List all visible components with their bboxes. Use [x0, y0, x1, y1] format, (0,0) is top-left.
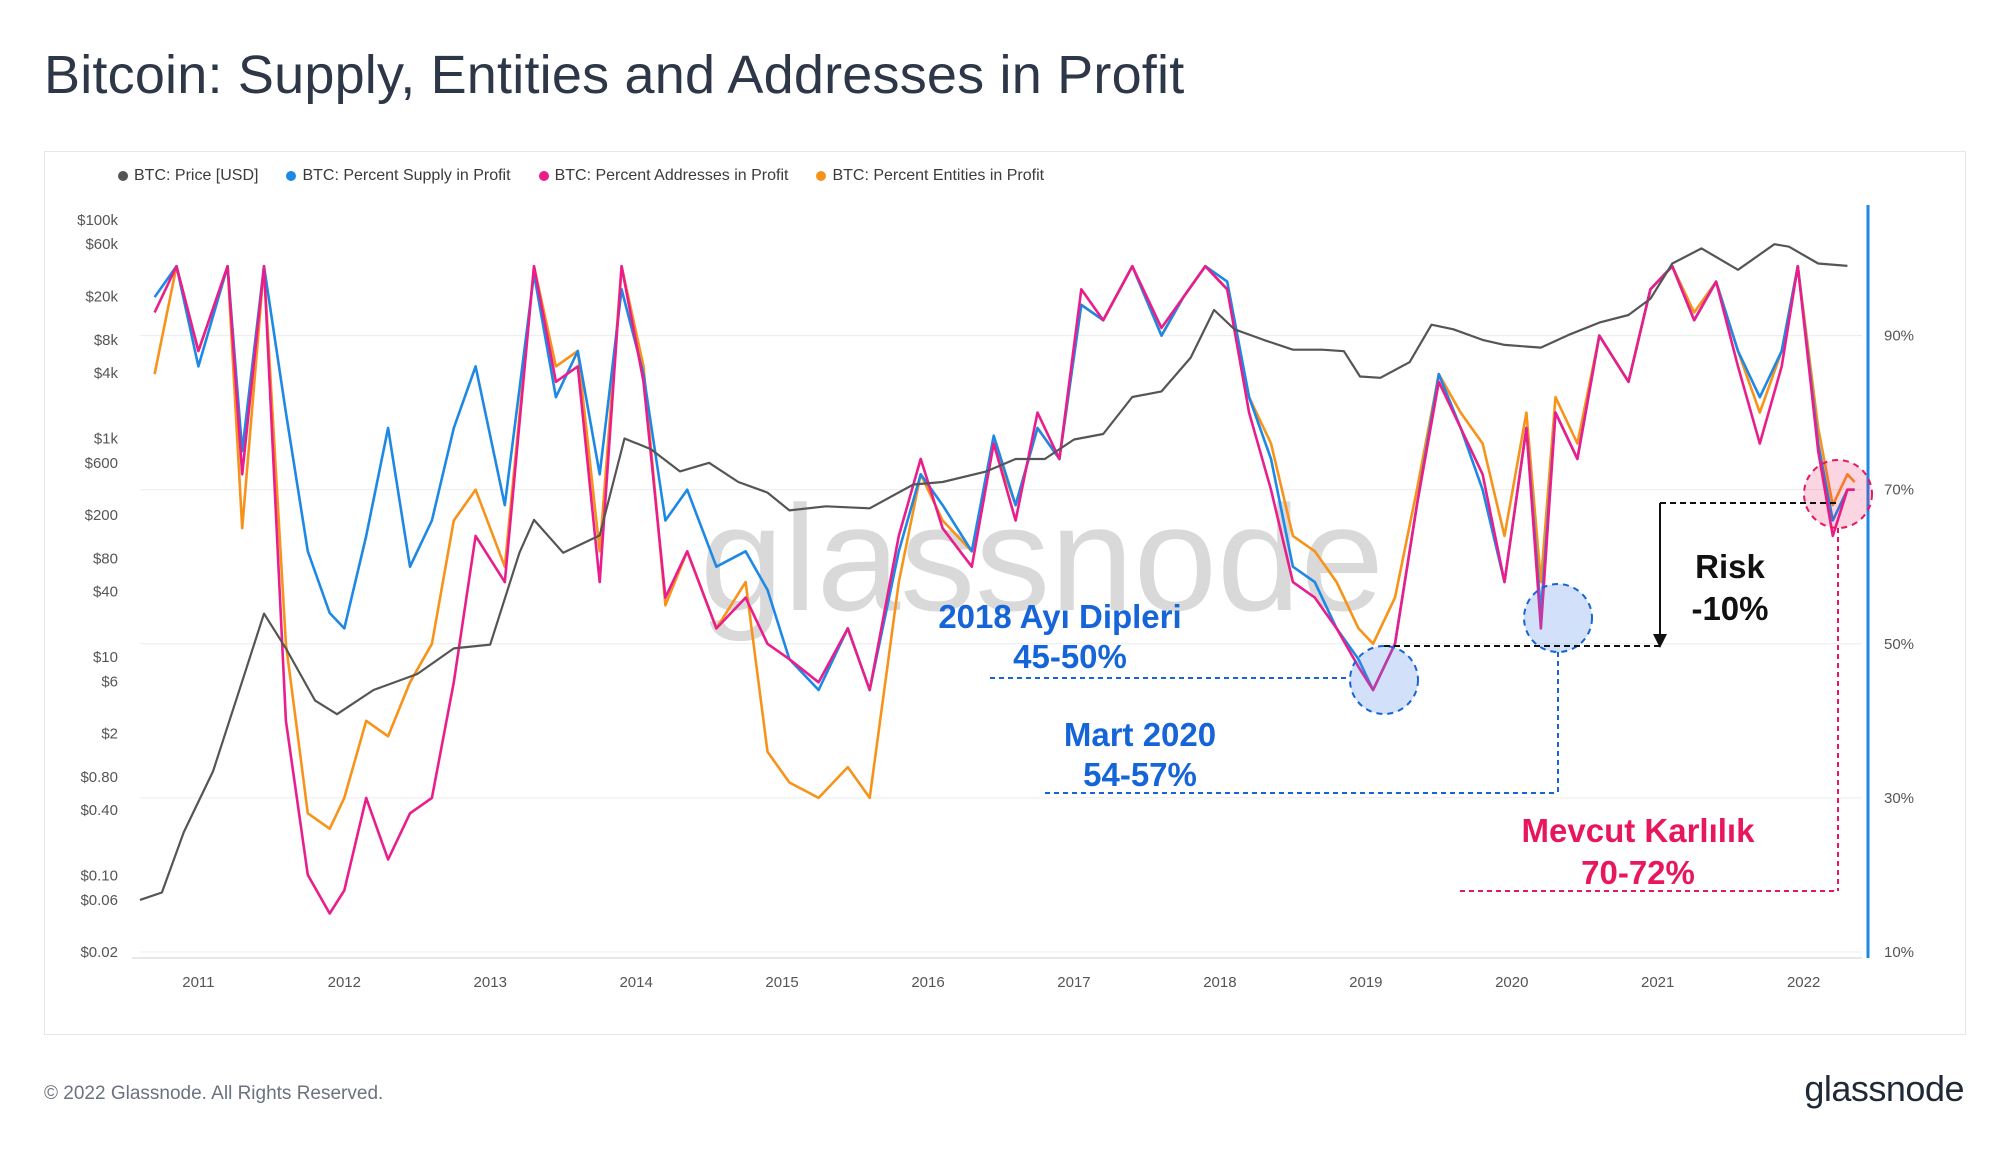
x-tick-label: 2015	[765, 974, 798, 991]
series-line-btc-price-usd-	[139, 243, 1848, 901]
x-tick-label: 2013	[474, 974, 507, 991]
bear-2018-highlight	[1349, 645, 1419, 715]
y-right-tick-label: 90%	[1884, 328, 1914, 345]
x-tick-label: 2021	[1641, 974, 1674, 991]
bear-2018-value: 45-50%	[1013, 638, 1127, 675]
legend-dot-icon	[286, 171, 297, 181]
x-tick-label: 2011	[182, 974, 214, 991]
y-left-tick-label: $100k	[77, 212, 118, 229]
y-left-tick-label: $10	[93, 649, 118, 666]
march-2020-highlight	[1523, 583, 1593, 653]
legend-label: BTC: Percent Addresses in Profit	[554, 167, 789, 184]
y-left-tick-label: $0.02	[80, 944, 118, 961]
x-tick-label: 2020	[1495, 974, 1528, 991]
series-line-btc-percent-addresses-in-profit	[153, 264, 1855, 915]
x-tick-label: 2019	[1349, 974, 1382, 991]
y-right-tick-label: 50%	[1884, 636, 1914, 653]
y-left-tick-label: $200	[85, 507, 118, 524]
y-left-tick-label: $0.40	[80, 802, 118, 819]
legend-item-entities[interactable]: BTC: Percent Entities in Profit	[816, 167, 1044, 185]
legend-dot-icon	[816, 171, 827, 181]
risk-value: -10%	[1691, 590, 1768, 627]
legend-dot-icon	[538, 171, 549, 181]
legend-item-price[interactable]: BTC: Price [USD]	[118, 167, 258, 185]
chart-panel	[44, 151, 1966, 1035]
x-tick-label: 2018	[1203, 974, 1236, 991]
y-left-tick-label: $6	[101, 673, 118, 690]
y-left-tick-label: $8k	[94, 332, 119, 349]
legend-dot-icon	[118, 171, 128, 181]
y-left-tick-label: $80	[93, 550, 118, 567]
series-layer	[139, 243, 1856, 915]
x-tick-label: 2012	[328, 974, 361, 991]
watermark-text: glassnode	[700, 474, 1384, 642]
chart-legend: BTC: Price [USD] BTC: Percent Supply in …	[118, 167, 1044, 185]
page-title: Bitcoin: Supply, Entities and Addresses …	[44, 45, 1185, 105]
march-2020-label: Mart 2020	[1064, 716, 1216, 753]
current-highlight	[1803, 459, 1873, 529]
footer-logo[interactable]: glassnode	[1804, 1068, 1964, 1109]
y-left-tick-label: $0.80	[80, 769, 118, 786]
current-label: Mevcut Karlılık	[1522, 812, 1756, 849]
legend-item-addresses[interactable]: BTC: Percent Addresses in Profit	[538, 167, 789, 185]
y-right-tick-label: 10%	[1884, 944, 1914, 961]
legend-label: BTC: Percent Entities in Profit	[832, 167, 1045, 184]
y-left-tick-label: $0.10	[80, 868, 118, 885]
axes: $100k $60k $20k $8k $4k $1k $600 $200 $80 $40 $10 $…	[77, 205, 1914, 991]
y-right-tick-label: 70%	[1884, 482, 1914, 499]
bear-2018-label: 2018 Ayı Dipleri	[938, 598, 1181, 635]
y-left-tick-label: $60k	[85, 236, 118, 253]
x-tick-label: 2022	[1787, 974, 1820, 991]
y-left-tick-label: $20k	[85, 288, 118, 305]
y-left-tick-label: $40	[93, 583, 118, 600]
annotations: 2018 Ayı Dipleri 45-50% Mart 2020 54-57%…	[938, 459, 1873, 892]
y-left-tick-label: $1k	[94, 431, 119, 448]
y-right-tick-label: 30%	[1884, 790, 1914, 807]
legend-label: BTC: Price [USD]	[134, 167, 259, 184]
grid-lines	[140, 335, 1862, 953]
risk-arrow-icon	[1653, 634, 1667, 648]
march-2020-value: 54-57%	[1083, 756, 1197, 793]
legend-item-supply[interactable]: BTC: Percent Supply in Profit	[286, 167, 511, 185]
x-tick-label: 2017	[1057, 974, 1090, 991]
y-left-tick-label: $0.06	[80, 892, 118, 909]
footer-copyright: © 2022 Glassnode. All Rights Reserved.	[44, 1083, 384, 1104]
x-tick-label: 2014	[619, 974, 652, 991]
risk-label: Risk	[1695, 548, 1765, 585]
y-left-tick-label: $4k	[94, 365, 119, 382]
y-left-tick-label: $600	[85, 455, 118, 472]
legend-label: BTC: Percent Supply in Profit	[302, 167, 511, 184]
current-value: 70-72%	[1581, 854, 1695, 891]
y-left-tick-label: $2	[101, 725, 118, 742]
x-tick-label: 2016	[911, 974, 944, 991]
